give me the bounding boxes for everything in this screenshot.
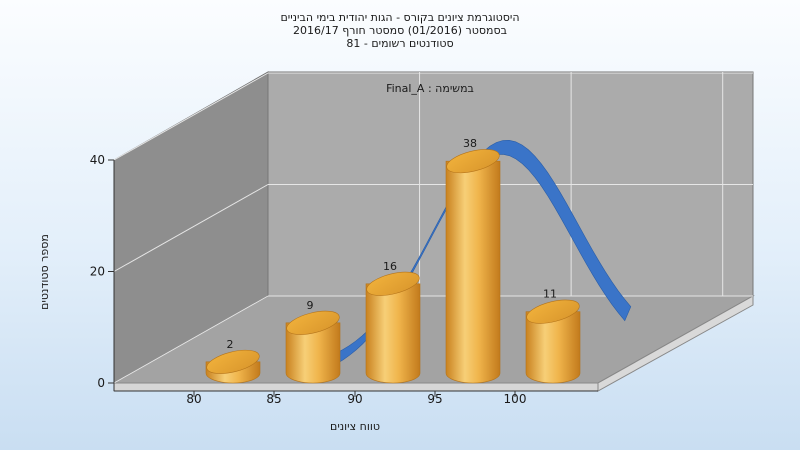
bar-value-label: 2 (227, 338, 234, 351)
bar-value-label: 11 (543, 288, 557, 301)
x-tick-label: 80 (186, 392, 201, 406)
bar-85-90: 9 (285, 299, 341, 384)
bar-top (366, 271, 420, 296)
floor-front-edge (113, 382, 599, 392)
y-tick-label: 20 (90, 265, 105, 279)
bar-value-label: 16 (383, 260, 397, 273)
bar-body (525, 311, 581, 384)
bar-top (286, 310, 340, 335)
y-tick-label: 0 (97, 376, 105, 390)
bar-value-label: 38 (463, 137, 477, 150)
gridline-left-wall (113, 72, 269, 161)
bar-body (285, 322, 341, 384)
bar-value-label: 9 (307, 299, 314, 312)
x-tick-label: 95 (427, 392, 442, 406)
chart-title-line-1: היסטוגרמת ציונים בקורס - הגות יהודית בימ… (280, 11, 519, 24)
y-tick-label: 40 (90, 153, 105, 167)
x-axis-label: טווח ציונים (330, 420, 380, 433)
y-axis-label: מספר סטודנטים (38, 234, 51, 310)
bar-100+: 11 (525, 288, 581, 384)
curve-ribbon (323, 139, 632, 371)
bar-80-85: 2 (205, 338, 261, 384)
normal-curve-overlay (323, 139, 632, 371)
bar-body (445, 160, 501, 384)
gridline-left-wall (113, 184, 269, 272)
bars-group: 2 9 16 38 11 (205, 137, 581, 384)
bar-top (446, 149, 500, 174)
bar-top (206, 349, 260, 374)
x-tick-label: 85 (266, 392, 281, 406)
bar-top (526, 299, 580, 324)
inner-label: במשימה : Final_A (386, 82, 474, 95)
x-tick-label: 90 (347, 392, 362, 406)
bar-95-100: 38 (445, 137, 501, 384)
gridline-left-wall (113, 295, 269, 384)
bar-90-95: 16 (365, 260, 421, 384)
bar-body (365, 283, 421, 384)
gridlines (113, 72, 753, 384)
x-tick-label: 100 (504, 392, 527, 406)
chart-title-line-2: בסמסטר (01/2016) סמסטר חורף 2016/17 (293, 24, 507, 37)
x-ticks: 80 85 90 95 100 (186, 391, 526, 406)
chart-title-line-3: סטודנטים רשומים - 81 (346, 37, 453, 50)
y-ticks: 0 20 40 (90, 153, 114, 390)
